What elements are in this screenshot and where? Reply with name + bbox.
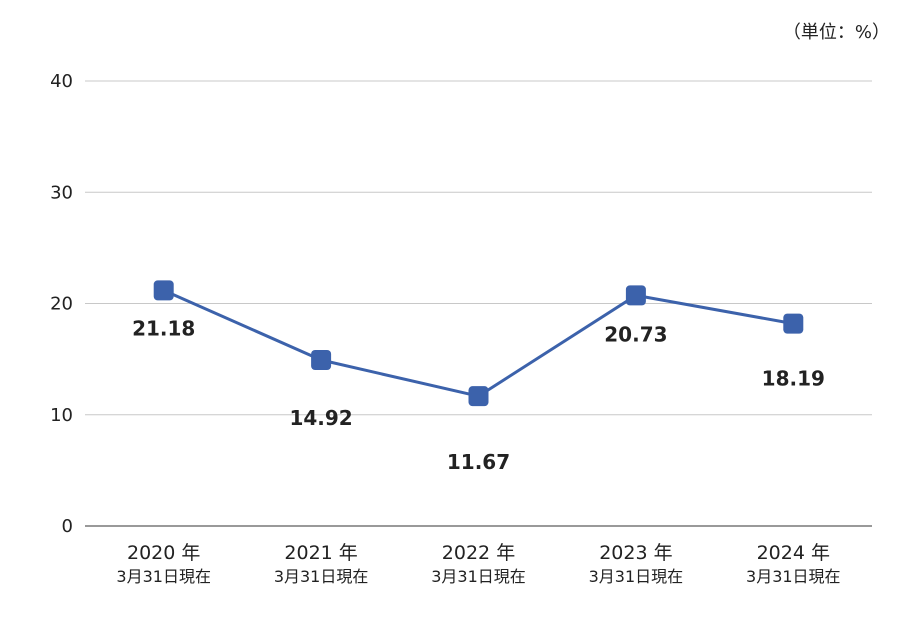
series-polyline (163, 289, 794, 398)
data-point-marker (311, 350, 332, 371)
x-tick-year: 2022 年 (442, 542, 515, 564)
data-point-marker (783, 313, 804, 334)
data-label: 18.19 (762, 367, 825, 391)
y-axis-ticks: 0 10 20 30 40 (50, 71, 73, 537)
data-point-marker (468, 386, 489, 407)
x-tick-year: 2023 年 (599, 542, 672, 564)
unit-label: （単位：%） (783, 22, 890, 43)
series-line (153, 280, 804, 407)
x-axis-labels: 2020 年 3月31日現在 2021 年 3月31日現在 2022 年 3月31日現在 2… (116, 542, 840, 586)
y-tick-label: 40 (50, 71, 73, 92)
x-tick-date: 3月31日現在 (589, 567, 684, 586)
y-tick-label: 30 (50, 182, 73, 203)
data-point-marker (153, 280, 174, 301)
grid-lines (85, 80, 872, 527)
data-point-marker (625, 285, 646, 306)
x-tick-year: 2020 年 (127, 542, 200, 564)
data-label: 20.73 (604, 322, 667, 346)
data-labels: 21.18 14.92 11.67 20.73 18.19 (132, 316, 825, 474)
x-tick-year: 2021 年 (284, 542, 357, 564)
x-tick-date: 3月31日現在 (746, 567, 841, 586)
y-tick-label: 10 (50, 405, 73, 426)
x-tick-year: 2024 年 (757, 542, 830, 564)
data-label: 14.92 (289, 406, 352, 430)
y-tick-label: 0 (62, 516, 73, 537)
data-label: 11.67 (447, 450, 510, 474)
x-tick-date: 3月31日現在 (431, 567, 526, 586)
x-tick-date: 3月31日現在 (274, 567, 369, 586)
x-tick-date: 3月31日現在 (116, 567, 211, 586)
data-label: 21.18 (132, 316, 195, 340)
y-tick-label: 20 (50, 294, 73, 315)
